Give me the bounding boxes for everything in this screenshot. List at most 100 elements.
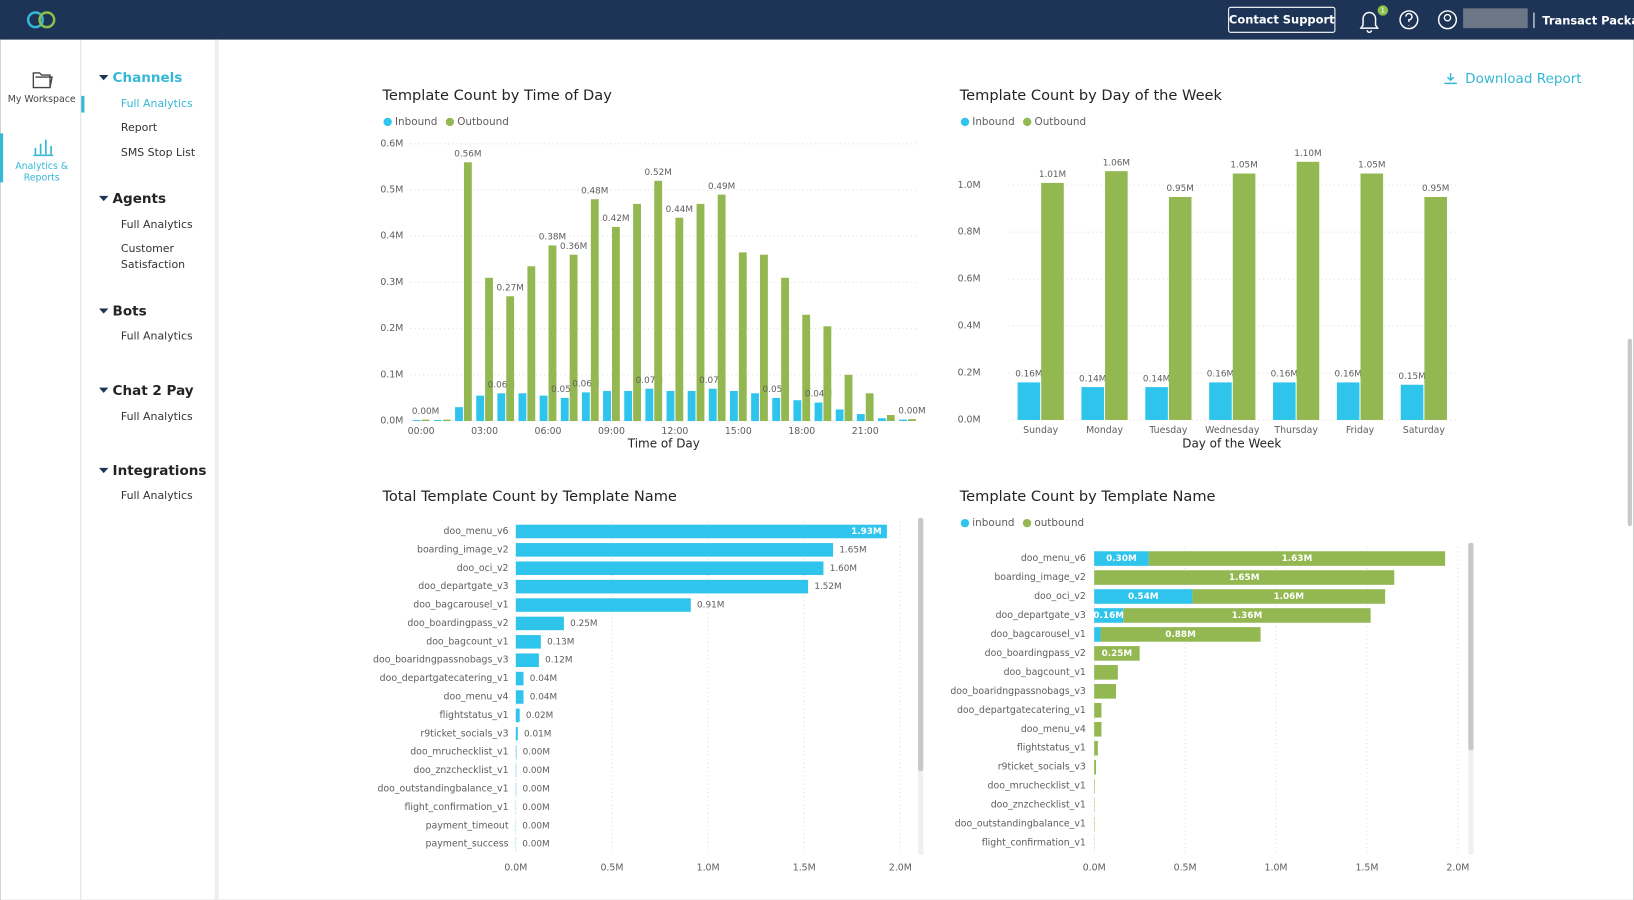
page-scroll-thumb[interactable] <box>1627 338 1632 527</box>
bar[interactable] <box>518 393 527 422</box>
bar[interactable] <box>539 395 548 422</box>
legend-label[interactable]: inbound <box>972 517 1014 529</box>
bar[interactable] <box>1168 197 1192 420</box>
bar[interactable] <box>476 395 485 422</box>
bar[interactable] <box>560 397 569 422</box>
workspace-label[interactable]: My Workspace <box>7 94 76 106</box>
contact-button[interactable] <box>1228 6 1336 33</box>
nav-item[interactable]: SMS Stop List <box>121 146 196 159</box>
bar[interactable] <box>856 414 865 422</box>
bar[interactable] <box>835 409 844 422</box>
nav-section[interactable]: Chat 2 Pay <box>113 383 194 399</box>
legend-label[interactable]: outbound <box>1034 517 1084 529</box>
bar[interactable] <box>515 598 691 612</box>
bar[interactable] <box>823 326 832 422</box>
bar[interactable] <box>675 217 684 422</box>
bar[interactable] <box>1041 182 1064 420</box>
bar[interactable] <box>463 162 472 422</box>
bar[interactable] <box>624 390 633 422</box>
download-icon[interactable] <box>1444 72 1457 85</box>
bar[interactable] <box>899 419 907 422</box>
bar[interactable] <box>1296 161 1320 420</box>
bar[interactable] <box>696 203 705 422</box>
bar[interactable] <box>1094 778 1095 794</box>
bar[interactable] <box>645 388 654 422</box>
bar[interactable] <box>1424 197 1447 420</box>
nav-item[interactable]: Full Analytics <box>121 97 193 110</box>
bar[interactable] <box>485 277 493 422</box>
bar[interactable] <box>433 420 442 422</box>
bar[interactable] <box>1094 551 1149 566</box>
nav-item[interactable]: Report <box>121 121 158 134</box>
bar[interactable] <box>548 245 557 422</box>
bar[interactable] <box>781 277 789 422</box>
bar[interactable] <box>633 203 641 422</box>
bar[interactable] <box>515 579 809 594</box>
bar[interactable] <box>590 199 599 422</box>
bar[interactable] <box>760 254 768 422</box>
bar[interactable] <box>772 397 781 422</box>
bar[interactable] <box>1232 173 1256 420</box>
bar[interactable] <box>1094 646 1140 661</box>
bar[interactable] <box>793 400 802 422</box>
bar[interactable] <box>442 419 451 422</box>
bar[interactable] <box>886 414 895 422</box>
bar[interactable] <box>1400 384 1424 420</box>
bar[interactable] <box>603 390 611 422</box>
bar[interactable] <box>1273 382 1296 420</box>
bar[interactable] <box>1360 173 1384 420</box>
bar[interactable] <box>412 420 421 422</box>
bar[interactable] <box>844 374 853 422</box>
bar[interactable] <box>865 393 874 422</box>
nav-section[interactable]: Channels <box>113 70 183 86</box>
nav-section[interactable]: Integrations <box>113 463 207 479</box>
bar[interactable] <box>1094 684 1117 699</box>
bar[interactable] <box>654 180 663 422</box>
legend-label[interactable]: Outbound <box>1035 116 1087 128</box>
bar[interactable] <box>1192 589 1386 604</box>
bar[interactable] <box>666 390 675 422</box>
bell-icon[interactable] <box>1359 11 1380 34</box>
bar[interactable] <box>611 226 620 422</box>
nav-section[interactable]: Bots <box>113 304 147 320</box>
nav-section[interactable]: Agents <box>113 191 166 207</box>
nav-item[interactable]: Full Analytics <box>121 330 193 343</box>
bar[interactable] <box>421 419 430 422</box>
bar[interactable] <box>908 419 916 422</box>
download-report[interactable]: Download Report <box>1465 71 1581 87</box>
legend-label[interactable]: Inbound <box>972 116 1014 128</box>
bar[interactable] <box>1148 551 1446 566</box>
bar[interactable] <box>515 653 539 667</box>
bar[interactable] <box>751 393 759 422</box>
bar[interactable] <box>515 561 824 576</box>
nav-item[interactable]: Customer Satisfaction <box>120 242 186 271</box>
analytics-label[interactable]: Analytics & Reports <box>15 161 69 184</box>
bar[interactable] <box>1145 387 1168 420</box>
bar[interactable] <box>515 745 517 759</box>
legend-label[interactable]: Outbound <box>457 116 509 128</box>
bar[interactable] <box>569 254 578 422</box>
analytics-icon[interactable] <box>33 139 54 157</box>
bar[interactable] <box>1105 171 1128 420</box>
bar[interactable] <box>515 616 564 631</box>
bar[interactable] <box>515 543 834 557</box>
nav-item[interactable]: Full Analytics <box>121 489 193 502</box>
bar[interactable] <box>717 194 726 422</box>
bar[interactable] <box>515 635 541 649</box>
nav-item[interactable]: Full Analytics <box>121 218 193 231</box>
bar[interactable] <box>1094 665 1118 680</box>
bar[interactable] <box>1094 702 1102 718</box>
bar[interactable] <box>455 407 463 422</box>
user-icon[interactable] <box>1437 10 1458 30</box>
bar[interactable] <box>515 690 524 704</box>
bar[interactable] <box>878 418 886 422</box>
bar[interactable] <box>814 402 823 422</box>
legend-label[interactable]: Inbound <box>395 116 437 128</box>
scroll-thumb[interactable] <box>918 517 924 772</box>
bar[interactable] <box>729 390 738 422</box>
bar[interactable] <box>1017 382 1041 420</box>
bar[interactable] <box>1094 759 1097 775</box>
bar[interactable] <box>1209 382 1232 420</box>
bar[interactable] <box>506 296 515 422</box>
bar[interactable] <box>1094 740 1098 756</box>
